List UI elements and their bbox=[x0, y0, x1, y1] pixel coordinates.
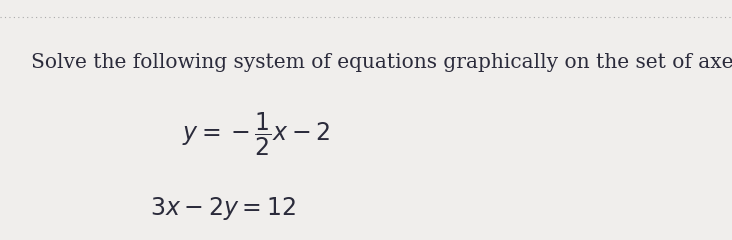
Text: $y = -\dfrac{1}{2}x - 2$: $y = -\dfrac{1}{2}x - 2$ bbox=[182, 111, 330, 158]
Text: $3x - 2y = 12$: $3x - 2y = 12$ bbox=[150, 195, 296, 222]
Text: Solve the following system of equations graphically on the set of axes below.: Solve the following system of equations … bbox=[31, 53, 732, 72]
